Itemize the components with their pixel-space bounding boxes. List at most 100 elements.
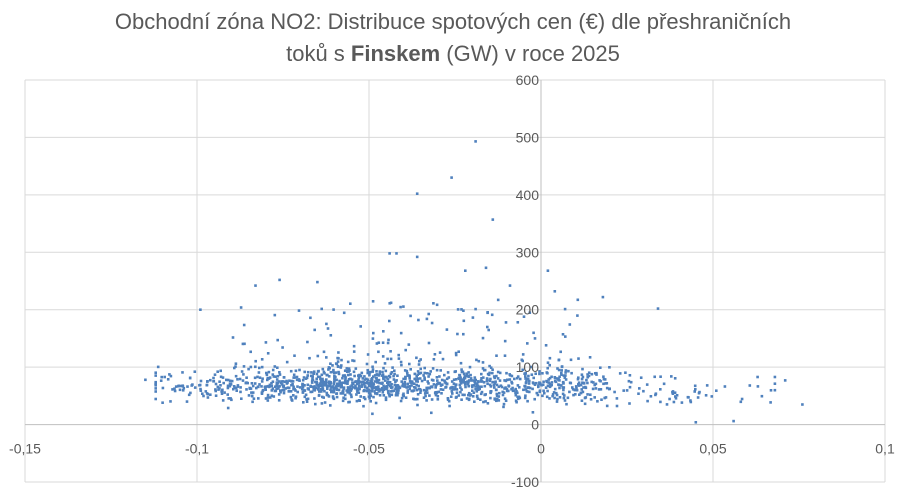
data-point [773, 388, 777, 392]
data-point [504, 379, 508, 383]
data-point [413, 397, 416, 401]
data-point [447, 399, 451, 403]
data-point [508, 378, 512, 381]
data-point [320, 390, 323, 393]
data-point [471, 389, 474, 392]
data-point [408, 385, 412, 388]
data-point [320, 307, 323, 311]
data-point [715, 389, 718, 392]
data-point [355, 382, 359, 386]
data-point [313, 397, 316, 400]
data-point [689, 400, 693, 404]
data-point [378, 394, 382, 397]
data-point [321, 377, 324, 381]
data-point [454, 385, 457, 388]
data-point [416, 373, 419, 376]
data-point [357, 378, 360, 382]
data-point [232, 387, 235, 391]
data-point [405, 369, 409, 373]
data-point [538, 390, 541, 394]
data-point [353, 374, 356, 378]
data-point [154, 371, 157, 374]
data-point [174, 385, 178, 388]
data-point [270, 384, 274, 388]
data-point [642, 389, 645, 393]
data-point [515, 400, 518, 404]
data-point [320, 373, 324, 377]
data-point [347, 390, 350, 393]
data-point [357, 376, 361, 380]
data-point [419, 389, 423, 392]
data-point [282, 384, 286, 388]
data-point [532, 376, 535, 380]
data-point [396, 393, 399, 397]
data-point [412, 382, 416, 385]
data-point [671, 392, 675, 395]
data-point [319, 379, 323, 382]
data-point [555, 377, 559, 380]
data-point [335, 392, 338, 395]
data-point [238, 377, 242, 381]
data-point [365, 387, 369, 390]
data-point [258, 366, 261, 370]
data-point [383, 375, 386, 379]
data-point [417, 363, 421, 366]
data-point [254, 359, 257, 363]
data-point [654, 393, 657, 397]
data-point [524, 381, 528, 385]
data-point [524, 388, 528, 391]
data-point [494, 380, 497, 383]
data-point [389, 386, 393, 389]
data-point [486, 402, 490, 405]
data-point [481, 336, 485, 340]
data-point [473, 380, 476, 384]
data-point [533, 337, 537, 340]
data-point [526, 377, 530, 381]
data-point [377, 341, 381, 344]
data-point [489, 396, 492, 400]
data-point [344, 381, 347, 384]
data-point [497, 395, 501, 398]
data-point [426, 380, 429, 383]
data-point [404, 396, 408, 399]
chart-title-line-2-post: (GW) v roce 2025 [440, 41, 620, 66]
data-point [301, 383, 305, 386]
data-point [331, 364, 334, 367]
data-point [603, 378, 607, 381]
data-point [363, 378, 367, 381]
data-point [675, 394, 679, 397]
data-point [325, 384, 329, 388]
data-point [436, 395, 440, 398]
data-point [502, 405, 505, 409]
data-point [375, 392, 379, 395]
data-point [234, 362, 238, 365]
data-point [397, 386, 401, 390]
data-point [557, 383, 561, 387]
data-point [553, 387, 557, 391]
data-point [323, 384, 326, 387]
data-point [281, 388, 284, 392]
data-point [216, 385, 220, 389]
data-point [559, 350, 562, 354]
data-point [513, 377, 516, 381]
data-point [393, 372, 396, 376]
data-point [322, 396, 325, 399]
data-point [226, 393, 229, 396]
data-point [356, 390, 359, 394]
data-point [389, 357, 393, 361]
data-point [546, 384, 550, 388]
data-point [190, 384, 193, 387]
data-point [403, 381, 407, 384]
data-point [358, 374, 362, 377]
data-point [498, 391, 501, 395]
data-point [326, 327, 330, 330]
data-point [558, 375, 561, 379]
x-tick-label: -0,05 [353, 441, 385, 457]
data-point [498, 379, 502, 382]
data-point [355, 380, 358, 383]
data-point [514, 393, 518, 397]
data-point [582, 382, 586, 385]
data-point [495, 399, 498, 403]
data-point [276, 338, 279, 342]
data-point [569, 358, 573, 362]
